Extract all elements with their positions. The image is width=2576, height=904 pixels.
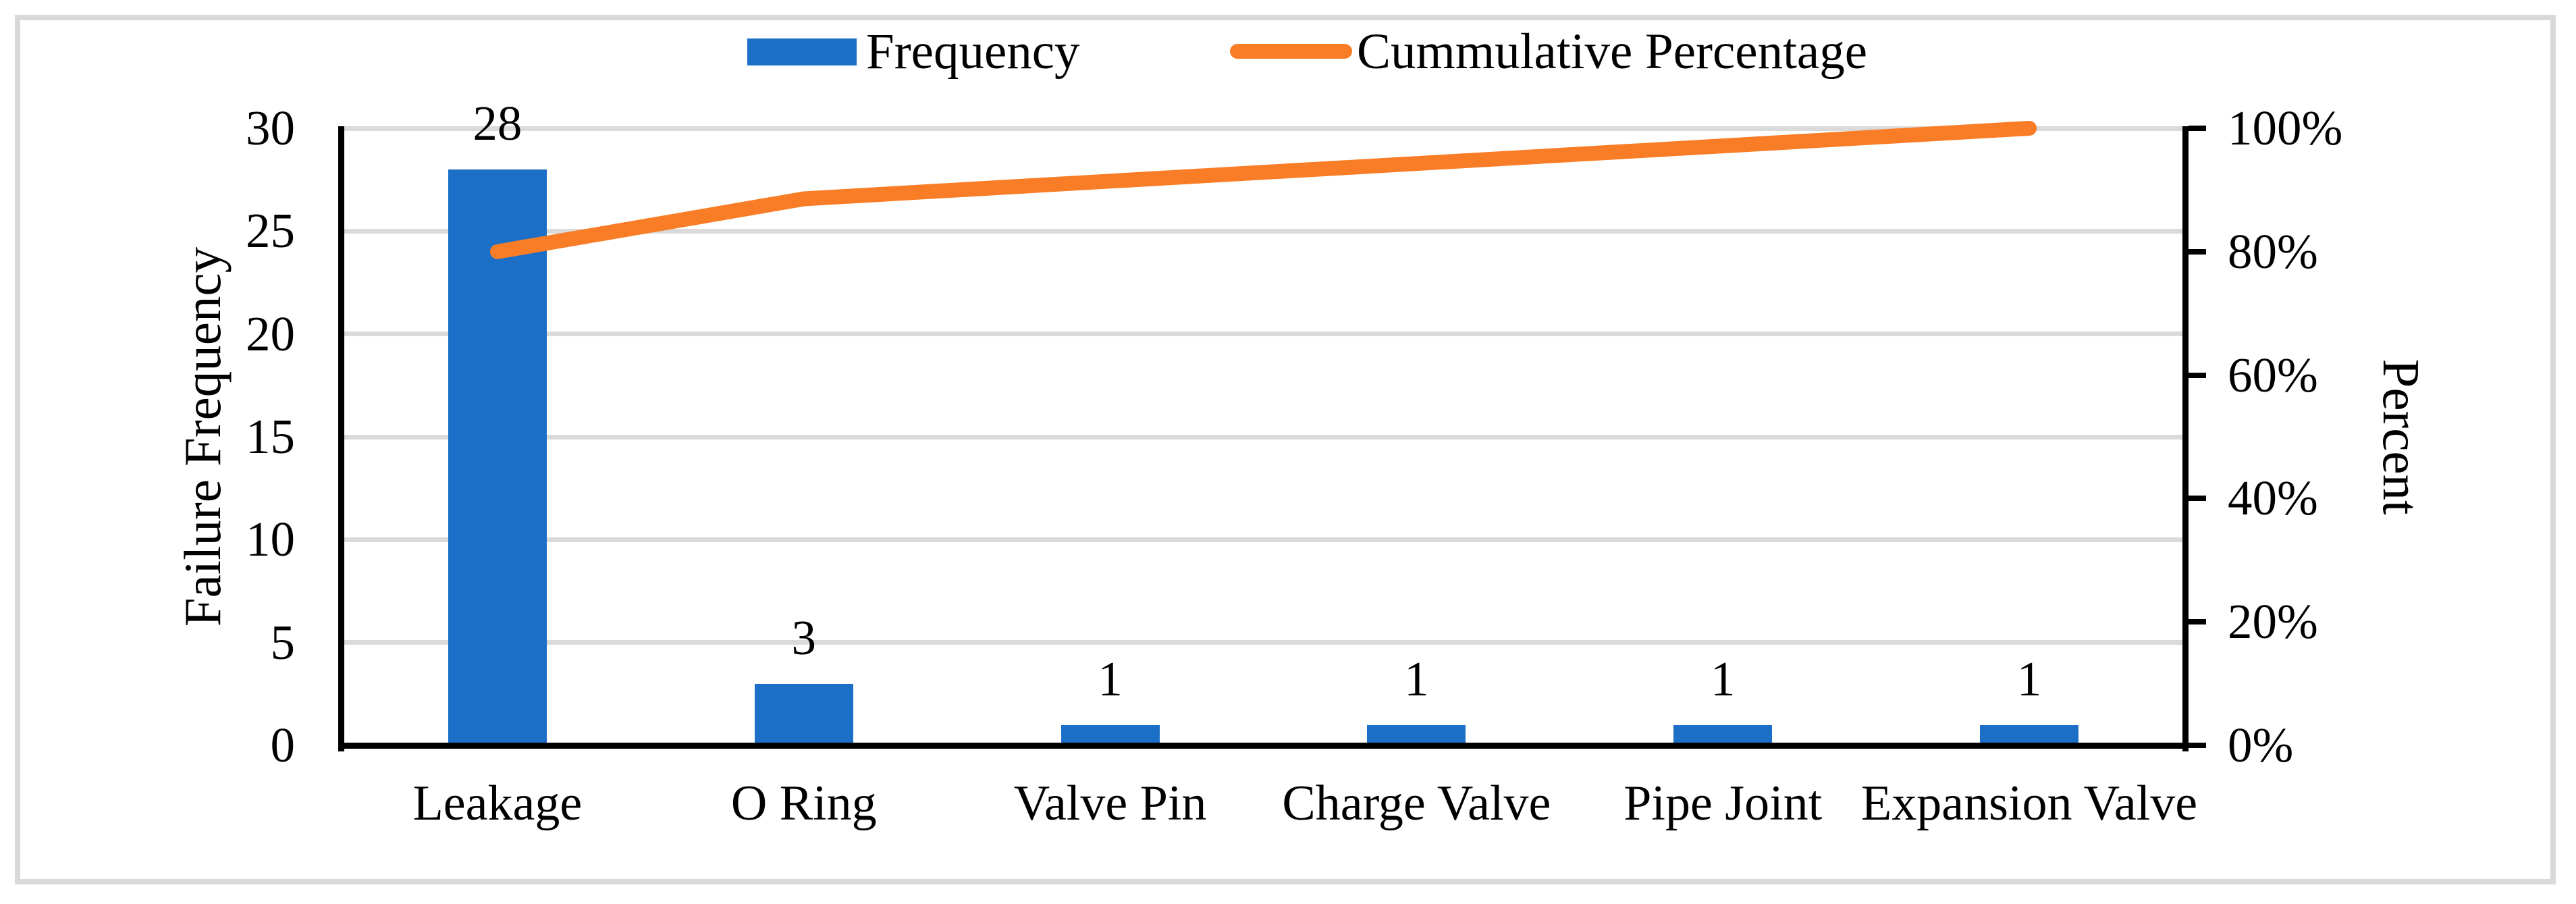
bar-data-label: 1 <box>2016 651 2042 706</box>
bar-valve-pin <box>1061 724 1160 745</box>
left-tick-label: 10 <box>246 512 295 567</box>
legend-frequency-label: Frequency <box>866 24 1080 80</box>
right-tick-mark <box>2189 248 2206 255</box>
bar-data-label: 28 <box>473 95 522 151</box>
right-tick-mark <box>2189 126 2206 131</box>
gridline <box>344 228 2182 234</box>
right-tick-label: 100% <box>2228 101 2343 155</box>
bar-data-label: 1 <box>1404 651 1429 706</box>
category-label-charge-valve: Charge Valve <box>1282 776 1551 831</box>
bar-data-label: 3 <box>791 610 817 665</box>
left-axis-line <box>338 126 344 751</box>
bar-data-label: 1 <box>1711 651 1736 706</box>
gridline <box>344 640 2182 645</box>
left-tick-label: 5 <box>270 614 296 670</box>
gridline <box>344 331 2182 337</box>
left-tick-label: 20 <box>246 306 295 361</box>
right-tick-mark <box>2189 496 2206 502</box>
left-tick-label: 25 <box>246 203 295 259</box>
right-tick-label: 80% <box>2228 223 2318 279</box>
right-tick-mark <box>2189 619 2206 625</box>
bar-leakage <box>448 169 547 745</box>
legend-frequency-swatch <box>747 38 857 65</box>
legend-cumulative-label: Cummulative Percentage <box>1357 24 1868 80</box>
left-tick-label: 0 <box>270 718 296 772</box>
bar-expansion-valve <box>1980 724 2079 745</box>
right-tick-label: 20% <box>2228 594 2318 649</box>
left-tick-label: 15 <box>246 409 295 464</box>
right-tick-mark <box>2189 743 2206 748</box>
right-tick-label: 0% <box>2228 718 2294 772</box>
bar-data-label: 1 <box>1098 651 1123 706</box>
category-label-o-ring: O Ring <box>730 776 877 831</box>
figure-border <box>15 15 2556 884</box>
category-label-valve-pin: Valve Pin <box>1013 776 1207 831</box>
right-tick-label: 60% <box>2228 347 2318 402</box>
left-axis-title: Failure Frequency <box>173 246 232 627</box>
bar-o-ring <box>754 683 853 745</box>
gridline <box>344 434 2182 440</box>
category-label-pipe-joint: Pipe Joint <box>1624 776 1823 831</box>
right-tick-mark <box>2189 372 2206 378</box>
legend-cumulative-swatch <box>1230 44 1352 59</box>
right-axis-title: Percent <box>2372 358 2430 515</box>
right-tick-label: 40% <box>2228 471 2318 526</box>
bar-charge-valve <box>1367 724 1466 745</box>
right-axis-line <box>2182 126 2189 751</box>
category-label-expansion-valve: Expansion Valve <box>1861 776 2198 831</box>
gridline <box>344 126 2182 131</box>
bottom-axis-line <box>338 743 2189 749</box>
bar-pipe-joint <box>1673 724 1773 745</box>
category-label-leakage: Leakage <box>412 776 583 831</box>
gridline <box>344 537 2182 542</box>
cumulative-line-path <box>489 121 2037 259</box>
left-tick-label: 30 <box>246 101 295 155</box>
